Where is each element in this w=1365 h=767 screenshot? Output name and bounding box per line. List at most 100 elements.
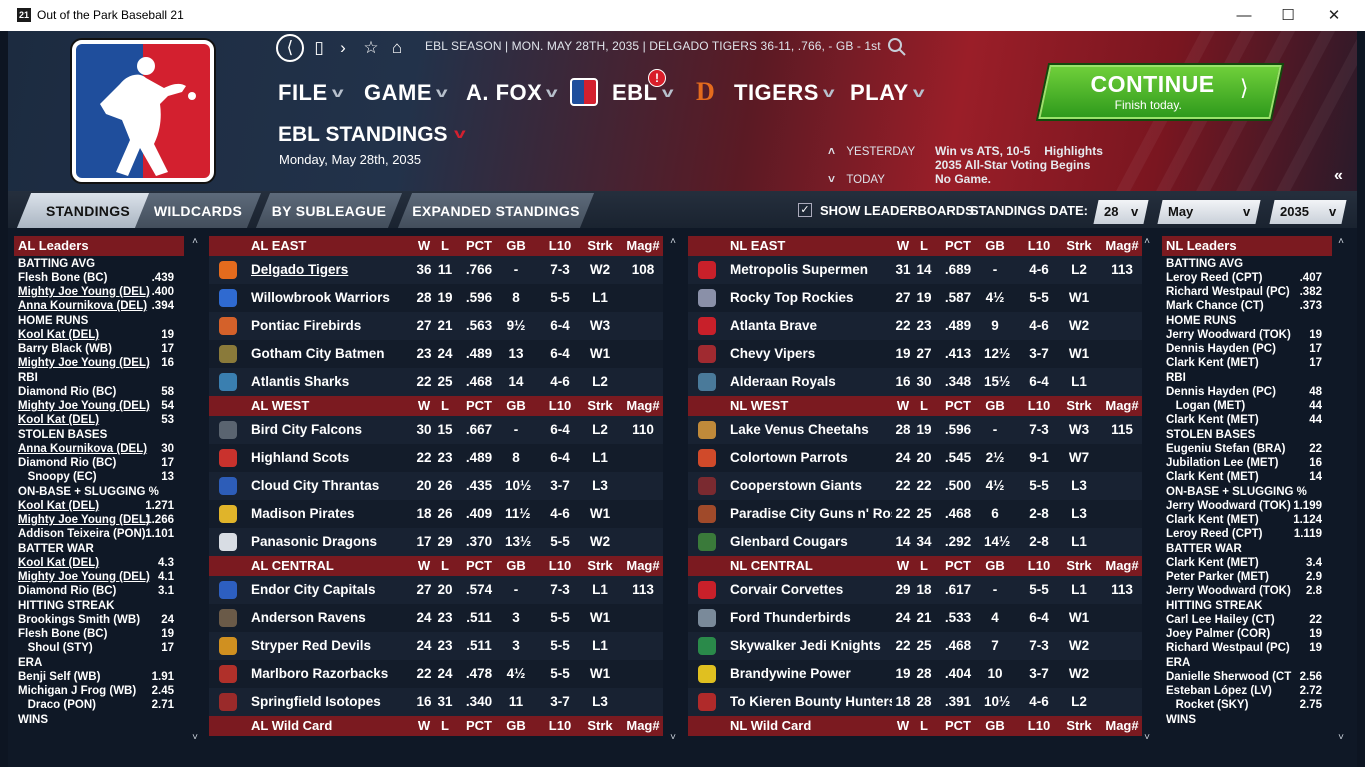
tab-wildcards[interactable]: WILDCARDS — [134, 193, 262, 228]
team-row[interactable]: Marlboro Razorbacks 22 24 .478 4½ 5-5 W1 — [209, 660, 663, 688]
team-name[interactable]: Lake Venus Cheetahs — [730, 422, 869, 437]
team-name[interactable]: Gotham City Batmen — [251, 346, 385, 361]
team-name[interactable]: Paradise City Guns n' Roses — [730, 506, 892, 521]
team-row[interactable]: To Kieren Bounty Hunters 18 28 .391 10½ 4-6 L2 — [688, 688, 1142, 716]
col-header-l[interactable]: L — [920, 558, 928, 573]
team-name[interactable]: Alderaan Royals — [730, 374, 836, 389]
close-button[interactable]: ✕ — [1327, 7, 1341, 24]
leader-player[interactable]: Anna Kournikova (DEL) — [18, 443, 148, 455]
leader-player[interactable]: Mighty Joe Young (DEL) — [18, 286, 150, 298]
team-row[interactable]: Corvair Corvettes 29 18 .617 - 5-5 L1 113 — [688, 576, 1142, 604]
col-header-gb[interactable]: GB — [506, 558, 526, 573]
nl-leaders-scroll-up-icon[interactable]: ˄ — [1338, 236, 1344, 247]
col-header-strk[interactable]: Strk — [1066, 558, 1092, 573]
team-name[interactable]: Springfield Isotopes — [251, 694, 381, 709]
col-header-gb[interactable]: GB — [506, 238, 526, 253]
team-row[interactable]: Cooperstown Giants 22 22 .500 4½ 5-5 L3 — [688, 472, 1142, 500]
col-header-gb[interactable]: GB — [985, 398, 1005, 413]
team-row[interactable]: Skywalker Jedi Knights 22 25 .468 7 7-3 W2 — [688, 632, 1142, 660]
col-header-l10[interactable]: L10 — [1027, 558, 1051, 573]
team-row[interactable]: Atlantis Sharks 22 25 .468 14 4-6 L2 — [209, 368, 663, 396]
col-header-pct[interactable]: PCT — [466, 398, 492, 413]
leader-player[interactable]: Mighty Joe Young (DEL) — [18, 571, 150, 583]
leader-player[interactable]: Mighty Joe Young (DEL) — [18, 514, 150, 526]
nl-leaders-scroll-down-icon[interactable]: ˅ — [1338, 732, 1344, 743]
col-header-l10[interactable]: L10 — [1027, 238, 1051, 253]
forward-icon[interactable]: › — [340, 38, 346, 57]
team-name[interactable]: Glenbard Cougars — [730, 534, 848, 549]
al-scroll-up-icon[interactable]: ˄ — [670, 236, 676, 247]
team-name[interactable]: Pontiac Firebirds — [251, 318, 362, 333]
team-row[interactable]: Rocky Top Rockies 27 19 .587 4½ 5-5 W1 — [688, 284, 1142, 312]
col-header-mag[interactable]: Mag# — [1105, 718, 1139, 733]
tab-standings[interactable]: STANDINGS — [16, 193, 160, 228]
col-header-mag[interactable]: Mag# — [1105, 238, 1139, 253]
col-header-l[interactable]: L — [920, 718, 928, 733]
team-row[interactable]: Metropolis Supermen 31 14 .689 - 4-6 L2 113 — [688, 256, 1142, 284]
col-header-w[interactable]: W — [417, 558, 431, 573]
team-name[interactable]: Brandywine Power — [730, 666, 851, 681]
team-row[interactable]: Springfield Isotopes 16 31 .340 11 3-7 L3 — [209, 688, 663, 716]
maximize-button[interactable]: ☐ — [1281, 7, 1295, 24]
col-header-pct[interactable]: PCT — [945, 238, 971, 253]
menu-game[interactable]: GAME v — [364, 80, 449, 105]
team-row[interactable]: Willowbrook Warriors 28 19 .596 8 5-5 L1 — [209, 284, 663, 312]
col-header-pct[interactable]: PCT — [945, 718, 971, 733]
team-name[interactable]: Anderson Ravens — [251, 610, 366, 625]
col-header-strk[interactable]: Strk — [587, 398, 613, 413]
col-header-pct[interactable]: PCT — [945, 398, 971, 413]
nl-scroll-down-icon[interactable]: ˅ — [1144, 732, 1150, 743]
team-row[interactable]: Cloud City Thrantas 20 26 .435 10½ 3-7 L3 — [209, 472, 663, 500]
team-name[interactable]: Skywalker Jedi Knights — [730, 638, 881, 653]
team-name[interactable]: Metropolis Supermen — [730, 262, 869, 277]
team-row[interactable]: Atlanta Brave 22 23 .489 9 4-6 W2 — [688, 312, 1142, 340]
col-header-pct[interactable]: PCT — [466, 718, 492, 733]
col-header-gb[interactable]: GB — [985, 718, 1005, 733]
allstar-news[interactable]: 2035 All-Star Voting Begins — [935, 158, 1091, 172]
col-header-l[interactable]: L — [920, 238, 928, 253]
col-header-mag[interactable]: Mag# — [626, 238, 660, 253]
col-header-pct[interactable]: PCT — [466, 558, 492, 573]
col-header-l10[interactable]: L10 — [548, 558, 572, 573]
league-logo[interactable] — [72, 40, 214, 182]
collapse-icon[interactable]: « — [1334, 167, 1343, 184]
col-header-l10[interactable]: L10 — [548, 398, 572, 413]
col-header-w[interactable]: W — [417, 718, 431, 733]
tab-by-subleague[interactable]: BY SUBLEAGUE — [255, 193, 403, 228]
team-name[interactable]: Ford Thunderbirds — [730, 610, 851, 625]
col-header-gb[interactable]: GB — [985, 238, 1005, 253]
leader-player[interactable]: Mighty Joe Young (DEL) — [18, 400, 150, 412]
back-icon[interactable]: ⟨ — [276, 34, 304, 62]
down-arrow-icon[interactable]: ˅ — [828, 172, 836, 186]
team-name[interactable]: Madison Pirates — [251, 506, 355, 521]
team-name[interactable]: Colortown Parrots — [730, 450, 848, 465]
highlights-link[interactable]: Highlights — [1044, 144, 1103, 158]
page-title[interactable]: EBL STANDINGS v — [278, 123, 466, 146]
day-select[interactable]: 28 v — [1093, 200, 1149, 224]
team-row[interactable]: Delgado Tigers 36 11 .766 - 7-3 W2 108 — [209, 256, 663, 284]
team-row[interactable]: Colortown Parrots 24 20 .545 2½ 9-1 W7 — [688, 444, 1142, 472]
team-name[interactable]: To Kieren Bounty Hunters — [730, 694, 892, 709]
col-header-strk[interactable]: Strk — [1066, 238, 1092, 253]
team-name[interactable]: Delgado Tigers — [251, 262, 349, 277]
col-header-strk[interactable]: Strk — [1066, 718, 1092, 733]
nl-scroll-up-icon[interactable]: ˄ — [1144, 236, 1150, 247]
team-row[interactable]: Paradise City Guns n' Roses22 25 .468 6 2-8 L… — [688, 500, 1142, 528]
al-leaders-scroll-up-icon[interactable]: ˄ — [192, 236, 198, 247]
col-header-w[interactable]: W — [417, 398, 431, 413]
col-header-gb[interactable]: GB — [985, 558, 1005, 573]
team-row[interactable]: Highland Scots 22 23 .489 8 6-4 L1 — [209, 444, 663, 472]
team-row[interactable]: Panasonic Dragons 17 29 .370 13½ 5-5 W2 — [209, 528, 663, 556]
tab-expanded-standings[interactable]: EXPANDED STANDINGS — [397, 193, 595, 228]
al-scroll-down-icon[interactable]: ˅ — [670, 732, 676, 743]
team-row[interactable]: Brandywine Power 19 28 .404 10 3-7 W2 — [688, 660, 1142, 688]
team-name[interactable]: Chevy Vipers — [730, 346, 816, 361]
team-name[interactable]: Atlantis Sharks — [251, 374, 350, 389]
team-row[interactable]: Madison Pirates 18 26 .409 11½ 4-6 W1 — [209, 500, 663, 528]
year-select[interactable]: 2035 v — [1269, 200, 1347, 224]
col-header-strk[interactable]: Strk — [1066, 398, 1092, 413]
col-header-mag[interactable]: Mag# — [1105, 398, 1139, 413]
col-header-strk[interactable]: Strk — [587, 718, 613, 733]
team-name[interactable]: Atlanta Brave — [730, 318, 818, 333]
menu-file[interactable]: FILE v — [278, 80, 345, 105]
